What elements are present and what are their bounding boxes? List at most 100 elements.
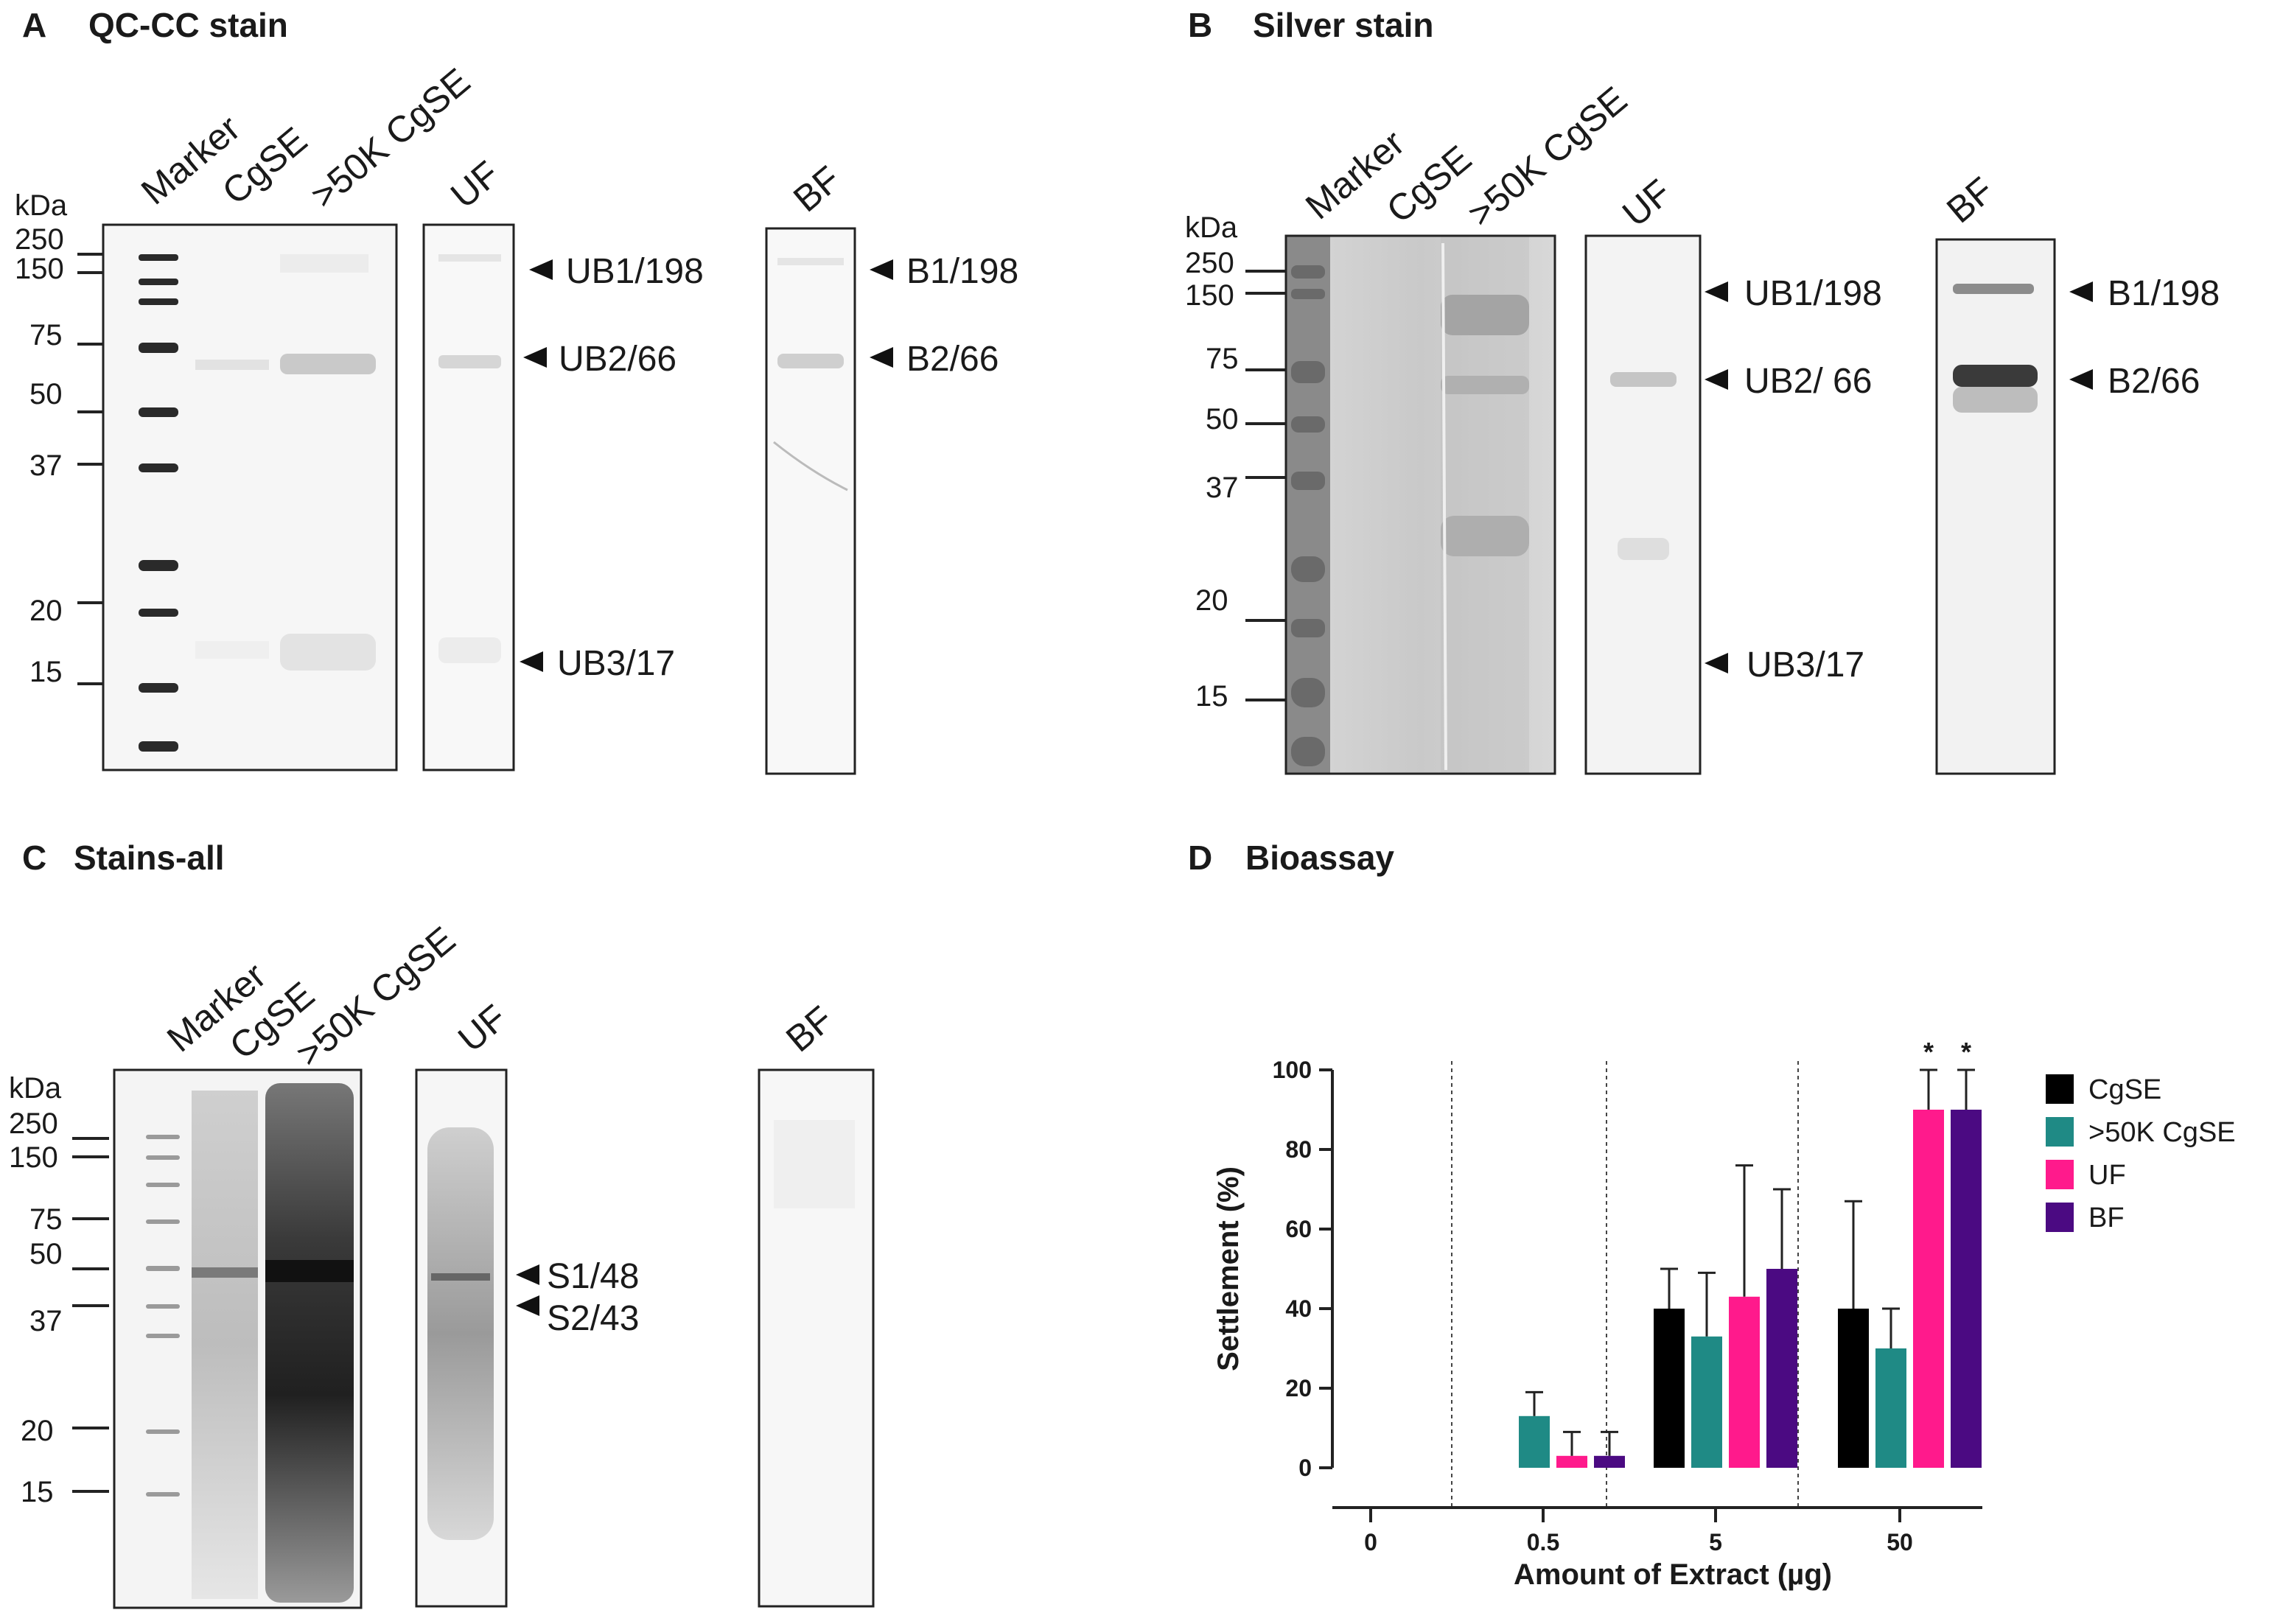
marker-label: 20 [29, 595, 63, 627]
band-annotation: UB3/17 [1747, 645, 1864, 685]
kda-label: kDa [9, 1072, 62, 1105]
y-tick-label: 0 [1298, 1455, 1312, 1481]
arrowhead-icon [870, 347, 893, 368]
legend-swatch [2046, 1074, 2074, 1104]
arrowhead-icon [1705, 281, 1728, 302]
gel-image-c-bf [758, 1068, 875, 1608]
gel-image-b-bf [1935, 238, 2056, 775]
marker-label: 150 [15, 253, 64, 285]
bar [1594, 1455, 1625, 1468]
arrowhead-icon [520, 651, 543, 672]
panel-a: A QC-CC stain Marker CgSE >50K CgSE UF B… [15, 6, 1018, 775]
significance-marker: * [1961, 1037, 1971, 1067]
panel-d-title: Bioassay [1245, 839, 1394, 877]
arrowhead-icon [2069, 369, 2093, 390]
arrowhead-icon [516, 1264, 539, 1285]
bar [1766, 1269, 1797, 1468]
panel-b: B Silver stain Marker CgSE >50K CgSE UF … [1185, 6, 2220, 775]
arrowhead-icon [529, 259, 553, 280]
y-axis-title: Settlement (%) [1212, 1166, 1245, 1371]
marker-scale: 250 150 75 50 37 20 15 [9, 1107, 109, 1508]
legend-label: BF [2088, 1203, 2125, 1233]
lane-label-bf: BF [1939, 169, 2001, 231]
band-annotation: B1/198 [2108, 274, 2220, 313]
marker-label: 75 [29, 319, 63, 351]
band-annotation: S1/48 [547, 1257, 639, 1296]
marker-label: 15 [29, 656, 63, 688]
legend-label: CgSE [2088, 1074, 2161, 1105]
marker-label: 75 [1206, 343, 1239, 375]
marker-label: 37 [29, 1305, 63, 1337]
arrowhead-icon [523, 347, 547, 368]
marker-label: 250 [1185, 247, 1234, 279]
gel-image-a-uf [422, 223, 515, 771]
marker-label: 20 [1195, 584, 1228, 617]
marker-label: 15 [1195, 680, 1228, 713]
band-annotation: UB1/198 [1744, 274, 1882, 313]
arrowhead-icon [1705, 369, 1728, 390]
band-annotation: UB1/198 [566, 252, 704, 291]
marker-label: 37 [29, 449, 63, 482]
gel-image-a-bf [765, 227, 856, 775]
y-tick-label: 40 [1285, 1295, 1312, 1322]
marker-label: 50 [29, 378, 63, 410]
significance-marker: * [1923, 1037, 1934, 1067]
bar [1654, 1309, 1685, 1468]
band-annotation: B1/198 [906, 252, 1018, 291]
panel-c: C Stains-all Marker CgSE >50K CgSE UF BF… [9, 839, 875, 1609]
marker-label: 50 [1206, 403, 1239, 435]
band-annotation: S2/43 [547, 1299, 639, 1338]
bar [1951, 1110, 1982, 1468]
marker-label: 150 [1185, 279, 1234, 312]
lane-label-50k-cgse: >50K CgSE [1460, 79, 1635, 235]
bar [1556, 1455, 1587, 1468]
band-annotation: B2/66 [906, 340, 999, 379]
bar [1729, 1296, 1760, 1468]
lane-label-bf: BF [786, 158, 848, 220]
bar [1875, 1348, 1906, 1468]
kda-label: kDa [1185, 211, 1238, 244]
marker-scale: 250 150 75 50 37 20 15 [15, 223, 103, 688]
marker-label: 37 [1206, 472, 1239, 504]
arrowhead-icon [870, 259, 893, 280]
marker-label: 15 [21, 1476, 54, 1508]
kda-label: kDa [15, 189, 68, 222]
bioassay-chart: * * 0 20 40 60 80 100 0 0.5 5 50 Settlement (%) Am… [1212, 1037, 2236, 1591]
band-annotation: B2/66 [2108, 362, 2200, 401]
legend-label: >50K CgSE [2088, 1117, 2236, 1148]
gel-image-a-main [102, 223, 398, 771]
band-annotation: UB3/17 [557, 644, 675, 683]
x-tick-label: 5 [1709, 1529, 1722, 1555]
bar [1838, 1309, 1869, 1468]
panel-a-title: QC-CC stain [88, 6, 288, 44]
gel-image-c-main [113, 1068, 363, 1609]
arrowhead-icon [1705, 653, 1728, 673]
panel-d-letter: D [1188, 839, 1212, 877]
x-tick-label: 0.5 [1527, 1529, 1559, 1555]
gel-image-b-uf [1584, 234, 1702, 775]
marker-scale: 250 150 75 50 37 20 15 [1185, 247, 1286, 713]
arrowhead-icon [2069, 281, 2093, 302]
marker-label: 250 [15, 223, 64, 256]
panel-d: D Bioassay * * 0 20 40 60 80 100 0 0.5 5 50 Settle… [1188, 839, 2236, 1591]
marker-label: 250 [9, 1107, 58, 1140]
marker-label: 20 [21, 1415, 54, 1447]
legend-swatch [2046, 1117, 2074, 1147]
panel-c-letter: C [22, 839, 46, 877]
x-axis-title: Amount of Extract (µg) [1514, 1558, 1832, 1591]
y-tick-label: 60 [1285, 1216, 1312, 1242]
y-tick-label: 100 [1273, 1057, 1312, 1083]
lane-label-uf: UF [1615, 172, 1679, 235]
marker-label: 150 [9, 1141, 58, 1174]
legend-swatch [2046, 1203, 2074, 1232]
panel-c-title: Stains-all [74, 839, 225, 877]
band-annotation: UB2/66 [559, 340, 676, 379]
panel-b-letter: B [1188, 6, 1212, 44]
legend-swatch [2046, 1160, 2074, 1189]
panel-b-title: Silver stain [1253, 6, 1433, 44]
gel-image-b-main [1284, 234, 1556, 775]
lane-label-uf: UF [450, 997, 514, 1060]
x-tick-label: 0 [1364, 1529, 1377, 1555]
bar [1519, 1415, 1550, 1468]
bar [1691, 1336, 1722, 1468]
